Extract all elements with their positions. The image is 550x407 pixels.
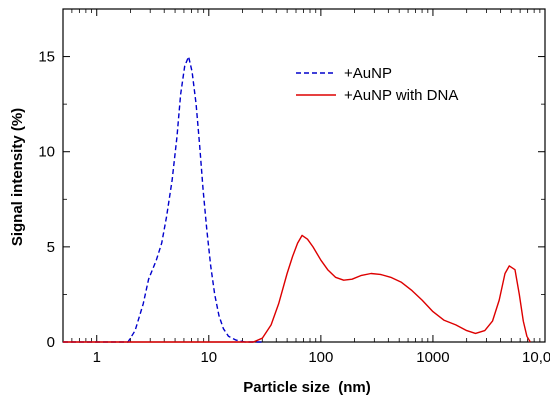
y-tick-label: 5: [47, 239, 55, 256]
y-tick-label: 10: [38, 144, 55, 161]
legend-label: +AuNP with DNA: [344, 87, 458, 104]
y-tick-label: 15: [38, 49, 55, 66]
x-axis-title: Particle size (nm): [243, 379, 371, 396]
series-group: [63, 55, 531, 343]
x-tick-label: 10,000: [522, 349, 550, 366]
x-tick-label: 100: [308, 349, 333, 366]
series-line-aunp-with-dna: [63, 234, 531, 343]
y-axis-title: Signal intensity (%): [9, 108, 26, 246]
x-tick-label: 1: [93, 349, 101, 366]
plot-frame: [62, 8, 546, 343]
legend-group: +AuNP +AuNP with DNA: [296, 65, 458, 104]
plot-frame-group: [62, 8, 546, 343]
y-tick-label: 0: [47, 334, 55, 351]
ticks-group: 1 10 100 1000 10,000 0 5 10 15: [38, 9, 550, 366]
x-tick-label: 10: [200, 349, 217, 366]
series-line-aunp: [63, 55, 263, 343]
x-tick-label: 1000: [416, 349, 449, 366]
legend-label: +AuNP: [344, 65, 392, 82]
